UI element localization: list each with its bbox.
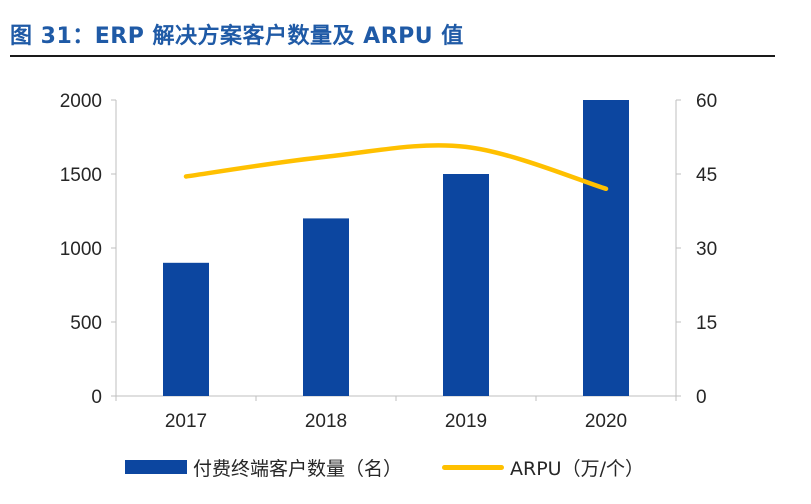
legend-line-label: ARPU（万/个） xyxy=(510,457,644,480)
figure-title: 图 31：ERP 解决方案客户数量及 ARPU 值 xyxy=(10,24,464,49)
legend-item-line: ARPU（万/个） xyxy=(442,454,644,481)
title-rule xyxy=(10,55,775,57)
bar xyxy=(163,262,209,396)
x-tick-label: 2018 xyxy=(305,411,347,432)
right-tick-label: 45 xyxy=(696,165,717,186)
legend-bar-label: 付费终端客户数量（名） xyxy=(193,457,403,480)
left-tick-label: 2000 xyxy=(60,91,102,112)
legend-item-bar: 付费终端客户数量（名） xyxy=(125,454,402,481)
legend-line-swatch xyxy=(442,464,505,470)
right-tick-label: 30 xyxy=(696,239,717,260)
legend-bar-swatch xyxy=(125,460,187,474)
right-tick-label: 15 xyxy=(696,313,717,334)
bar xyxy=(583,100,629,396)
left-tick-label: 500 xyxy=(70,313,102,334)
x-tick-label: 2020 xyxy=(585,411,627,432)
right-tick-label: 0 xyxy=(696,387,707,408)
left-tick-label: 1500 xyxy=(60,165,102,186)
bar xyxy=(303,218,349,396)
x-tick-label: 2017 xyxy=(165,411,207,432)
arpu-line xyxy=(183,143,609,192)
legend: 付费终端客户数量（名） ARPU（万/个） xyxy=(125,452,684,482)
left-tick-label: 0 xyxy=(91,387,102,408)
x-tick-label: 2019 xyxy=(445,411,487,432)
bar xyxy=(443,174,489,396)
right-tick-label: 60 xyxy=(696,91,717,112)
left-tick-label: 1000 xyxy=(60,239,102,260)
